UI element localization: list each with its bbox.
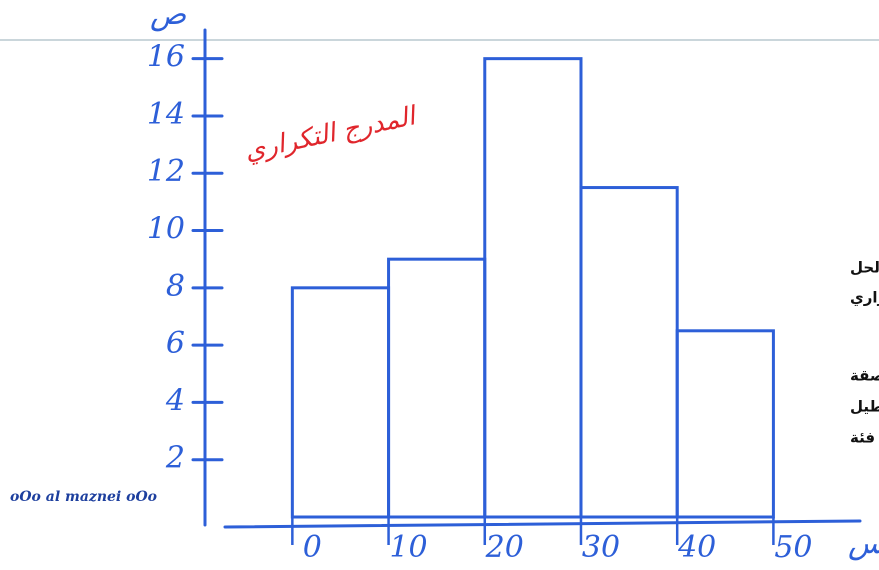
annotation: هذا هو الحل bbox=[850, 259, 879, 277]
x-tick-label: 0 bbox=[303, 530, 322, 565]
bar bbox=[675, 329, 775, 519]
y-axis-label: ص bbox=[150, 0, 187, 32]
y-tick-label: 6 bbox=[166, 326, 185, 361]
annotation: تكوت مستطيلات متلاصقة bbox=[850, 367, 879, 385]
y-tick-label: 2 bbox=[165, 441, 185, 476]
x-axis bbox=[223, 519, 862, 529]
x-axis-label: س bbox=[848, 526, 879, 561]
annotation: للمدرج التكراري bbox=[850, 289, 879, 308]
annotation: يمثل فئة bbox=[850, 429, 879, 447]
y-tick-label: 12 bbox=[147, 154, 185, 189]
y-tick-label: 16 bbox=[147, 40, 185, 75]
y-tick-label: 10 bbox=[147, 212, 185, 247]
y-tick-label: 14 bbox=[147, 97, 185, 132]
x-tick-label: 20 bbox=[485, 530, 524, 565]
y-tick-label: 4 bbox=[165, 383, 185, 418]
x-tick-label: 40 bbox=[677, 530, 716, 565]
x-tick-label: 50 bbox=[774, 530, 812, 565]
y-tick-label: 8 bbox=[166, 269, 185, 304]
x-tick-label: 10 bbox=[389, 530, 427, 565]
annotation: جنب بعض وكل مستطيل bbox=[850, 398, 879, 416]
x-tick-label: 30 bbox=[582, 530, 620, 565]
watermark: oOo al maznei oOo bbox=[10, 489, 157, 505]
